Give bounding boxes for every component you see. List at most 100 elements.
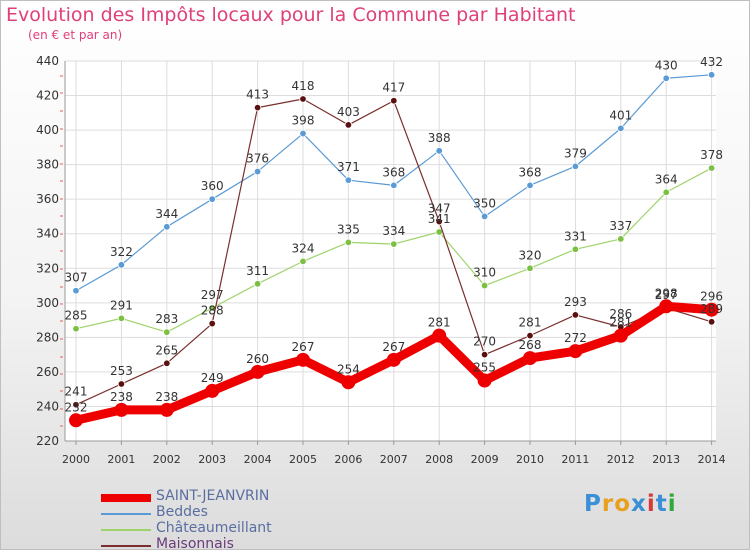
- data-label: 360: [201, 179, 224, 193]
- y-tick-label: 300: [36, 296, 59, 310]
- data-point: [571, 311, 580, 319]
- x-tick-label: 2011: [561, 453, 589, 466]
- x-tick-label: 2003: [198, 453, 226, 466]
- data-label: 337: [609, 219, 632, 233]
- x-tick-label: 2012: [607, 453, 635, 466]
- data-point: [707, 71, 716, 79]
- x-tick-label: 2001: [107, 453, 135, 466]
- data-label: 335: [337, 222, 360, 236]
- y-tick-label: 400: [36, 123, 59, 137]
- x-tick-label: 2000: [62, 453, 90, 466]
- x-tick-label: 2014: [698, 453, 726, 466]
- data-point: [253, 103, 262, 112]
- data-point: [163, 223, 171, 231]
- data-label: 255: [473, 361, 496, 375]
- data-label: 283: [155, 312, 178, 326]
- data-label: 311: [246, 264, 269, 278]
- data-label: 322: [110, 245, 133, 259]
- data-point: [117, 314, 126, 323]
- data-point: [571, 162, 580, 171]
- data-label: 297: [201, 288, 224, 302]
- data-point: [707, 318, 716, 326]
- data-point: [72, 401, 80, 409]
- data-label: 418: [292, 79, 315, 93]
- y-tick-label: 420: [36, 89, 59, 103]
- data-label: 368: [382, 165, 405, 179]
- x-tick-label: 2007: [380, 453, 408, 466]
- data-label: 288: [201, 304, 224, 318]
- data-point: [390, 181, 398, 190]
- data-label: 297: [655, 288, 678, 302]
- data-label: 232: [65, 400, 88, 414]
- data-point: [568, 344, 583, 359]
- data-label: 268: [519, 338, 542, 352]
- data-label: 371: [337, 160, 360, 174]
- data-point: [526, 331, 534, 340]
- data-point: [435, 217, 443, 226]
- data-label: 364: [655, 172, 678, 186]
- data-point: [208, 319, 216, 328]
- data-point: [432, 328, 447, 343]
- y-tick-label: 240: [36, 399, 59, 413]
- chart-subtitle: (en € et par an): [28, 28, 123, 42]
- legend-label: Beddes: [156, 504, 208, 520]
- data-point: [69, 413, 83, 428]
- data-label: 379: [564, 146, 587, 160]
- x-tick-label: 2009: [471, 453, 499, 466]
- legend-label: SAINT-JEANVRIN: [156, 488, 270, 504]
- data-label: 260: [246, 352, 269, 366]
- data-label: 285: [65, 309, 88, 323]
- data-label: 270: [473, 335, 496, 349]
- data-point: [296, 352, 310, 367]
- data-label: 281: [428, 316, 451, 330]
- data-point: [117, 380, 126, 388]
- data-point: [250, 364, 265, 379]
- y-tick-label: 220: [36, 434, 59, 448]
- data-label: 413: [246, 88, 269, 102]
- legend-swatch: [101, 529, 151, 531]
- data-label: 267: [382, 340, 405, 354]
- data-label: 432: [700, 55, 723, 69]
- data-label: 344: [155, 207, 178, 221]
- legend-swatch: [101, 513, 151, 515]
- data-point: [117, 261, 126, 269]
- data-label: 254: [337, 362, 360, 376]
- brand-logo: Proxiti: [584, 491, 677, 517]
- brand-letter: o: [614, 491, 632, 517]
- y-tick-label: 280: [36, 330, 59, 344]
- data-point: [390, 240, 398, 248]
- data-label: 265: [155, 343, 178, 357]
- data-point: [480, 350, 489, 359]
- x-tick-label: 2004: [244, 453, 272, 466]
- legend-label: Maisonnais: [156, 536, 234, 550]
- data-label: 378: [700, 148, 723, 162]
- data-point: [526, 264, 534, 272]
- data-label: 401: [609, 108, 632, 122]
- x-tick-label: 2005: [289, 453, 317, 466]
- data-point: [72, 287, 80, 295]
- data-label: 267: [292, 340, 315, 354]
- data-point: [662, 188, 670, 196]
- data-point: [299, 95, 307, 103]
- x-tick-label: 2006: [334, 453, 362, 466]
- legend-label: Châteaumeillant: [156, 520, 272, 536]
- data-point: [253, 167, 262, 176]
- legend-swatch: [101, 494, 151, 502]
- data-label: 430: [655, 58, 678, 72]
- data-label: 398: [292, 114, 315, 128]
- data-point: [344, 238, 353, 247]
- data-point: [390, 97, 398, 105]
- data-point: [613, 328, 628, 343]
- data-point: [299, 129, 307, 138]
- data-label: 334: [382, 224, 405, 238]
- data-label: 281: [519, 316, 542, 330]
- data-point: [526, 181, 534, 190]
- data-label: 331: [564, 229, 587, 243]
- data-label: 403: [337, 105, 360, 119]
- data-point: [707, 164, 716, 172]
- data-label: 347: [428, 202, 451, 216]
- data-label: 253: [110, 364, 133, 378]
- data-label: 293: [564, 295, 587, 309]
- x-tick-label: 2008: [425, 453, 453, 466]
- data-point: [163, 359, 171, 367]
